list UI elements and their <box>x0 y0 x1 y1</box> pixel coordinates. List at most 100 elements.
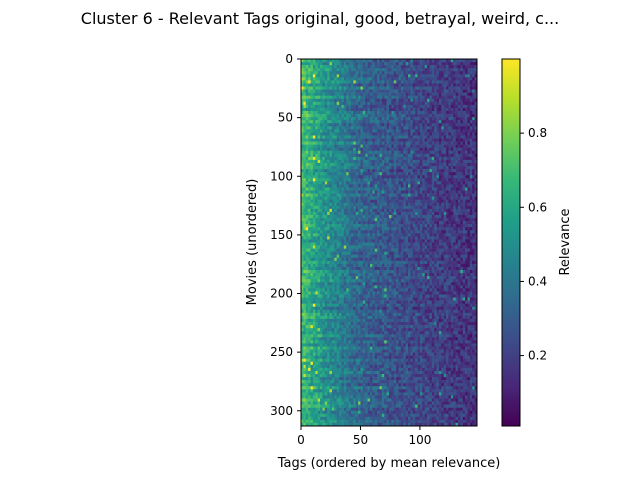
heatmap-cell <box>305 233 309 237</box>
heatmap-cell <box>455 242 459 246</box>
heatmap-cell <box>408 126 411 130</box>
heatmap-cell <box>331 248 335 252</box>
heatmap-cell <box>305 254 309 259</box>
heatmap-cell <box>377 77 380 81</box>
heatmap-cell <box>365 150 368 155</box>
heatmap-cell <box>348 187 352 191</box>
heatmap-cell <box>412 92 416 96</box>
heatmap-cell <box>467 120 471 124</box>
heatmap-cell <box>317 89 321 93</box>
heatmap-cell <box>346 218 349 222</box>
heatmap-cell <box>391 260 395 265</box>
heatmap-cell <box>334 129 337 133</box>
heatmap-cell <box>474 147 478 152</box>
heatmap-cell <box>339 89 342 93</box>
heatmap-cell <box>410 227 414 231</box>
heatmap-cell <box>320 233 323 237</box>
heatmap-cell <box>450 138 454 142</box>
heatmap-cell <box>469 120 473 124</box>
heatmap-cell <box>322 214 326 219</box>
heatmap-cell <box>362 248 366 252</box>
heatmap-cell <box>431 120 435 124</box>
heatmap-cell <box>365 214 368 219</box>
heatmap-cell <box>405 178 409 182</box>
heatmap-cell <box>400 62 404 66</box>
heatmap-cell <box>362 162 366 167</box>
heatmap-cell <box>400 205 404 210</box>
heatmap-cell <box>412 101 416 106</box>
heatmap-cell <box>341 251 345 256</box>
heatmap-cell <box>393 68 397 72</box>
heatmap-cell <box>384 135 387 139</box>
heatmap-cell <box>398 260 402 265</box>
heatmap-cell <box>343 159 347 164</box>
heatmap-cell <box>462 59 466 63</box>
heatmap-cell <box>358 254 361 259</box>
heatmap-cell <box>398 147 402 152</box>
heatmap-cell <box>377 230 380 234</box>
heatmap-cell <box>384 144 387 148</box>
heatmap-cell <box>369 126 373 130</box>
heatmap-cell <box>460 68 464 72</box>
heatmap-cell <box>312 257 316 262</box>
heatmap-cell <box>391 135 395 139</box>
heatmap-cell <box>365 245 368 249</box>
heatmap-cell <box>448 95 452 100</box>
heatmap-cell <box>355 254 359 259</box>
heatmap-cell <box>336 132 340 136</box>
heatmap-cell <box>348 126 352 130</box>
heatmap-cell <box>369 95 373 100</box>
heatmap-cell <box>322 150 326 155</box>
heatmap-cell <box>415 138 418 142</box>
heatmap-cell <box>453 159 456 164</box>
heatmap-cell <box>419 187 423 191</box>
heatmap-cell <box>408 224 411 228</box>
heatmap-cell <box>353 65 356 69</box>
heatmap-cell <box>455 141 459 145</box>
heatmap-cell <box>308 107 311 112</box>
heatmap-cell <box>339 178 342 182</box>
heatmap-cell <box>312 208 316 213</box>
heatmap-cell <box>443 221 447 225</box>
heatmap-cell <box>329 169 333 173</box>
heatmap-cell <box>305 184 309 188</box>
heatmap-cell <box>429 62 433 66</box>
heatmap-cell <box>305 159 309 164</box>
heatmap-cell <box>320 221 323 225</box>
heatmap-cell <box>424 202 428 207</box>
heatmap-cell <box>427 147 430 152</box>
heatmap-cell <box>462 248 466 252</box>
heatmap-cell <box>346 214 349 219</box>
heatmap-cell <box>403 221 406 225</box>
heatmap-cell <box>391 120 395 124</box>
heatmap-cell <box>398 83 402 87</box>
heatmap-cell <box>427 214 430 219</box>
heatmap-cell <box>391 181 395 185</box>
heatmap-cell <box>374 132 378 136</box>
heatmap-cell <box>415 187 418 191</box>
heatmap-cell <box>379 248 383 252</box>
heatmap-cell <box>317 126 321 130</box>
heatmap-cell <box>381 129 385 133</box>
heatmap-cell <box>317 233 321 237</box>
heatmap-cell <box>438 74 442 78</box>
heatmap-cell <box>429 114 433 118</box>
heatmap-cell <box>346 147 349 152</box>
heatmap-cell <box>339 117 342 121</box>
heatmap-cell <box>358 132 361 136</box>
heatmap-cell <box>377 184 380 188</box>
heatmap-cell <box>350 224 354 228</box>
heatmap-cell <box>322 123 326 127</box>
heatmap-cell <box>446 257 449 262</box>
heatmap-cell <box>460 77 464 81</box>
heatmap-cell <box>329 214 333 219</box>
heatmap-cell <box>431 86 435 90</box>
heatmap-cell <box>384 110 387 115</box>
heatmap-cell <box>317 114 321 118</box>
heatmap-cell <box>374 95 378 100</box>
heatmap-cell <box>334 172 337 176</box>
heatmap-cell <box>369 175 373 179</box>
heatmap-cell <box>450 107 454 112</box>
heatmap-cell <box>324 80 328 84</box>
heatmap-cell <box>346 138 349 142</box>
